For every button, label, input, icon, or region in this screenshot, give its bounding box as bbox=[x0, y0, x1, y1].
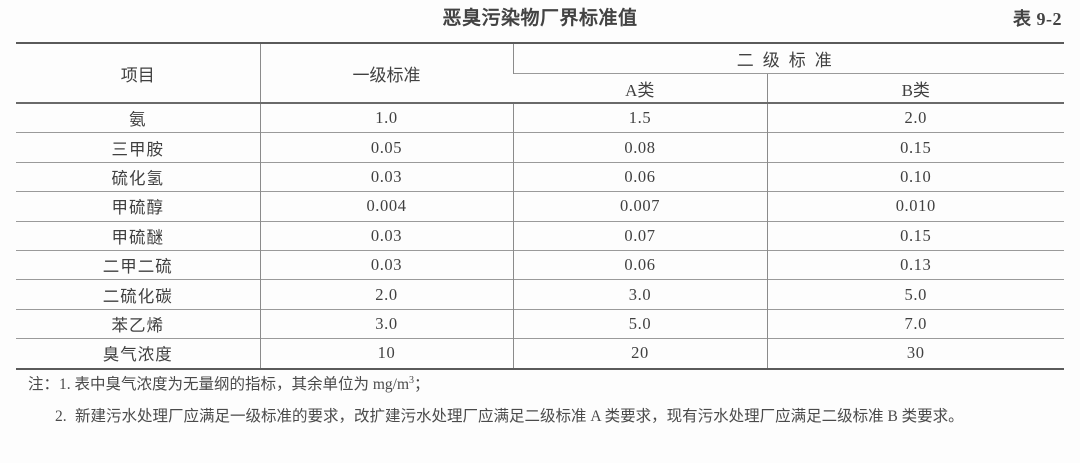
table-header-row-sub: A类 B类 bbox=[16, 73, 1064, 103]
cell-b: 30 bbox=[766, 338, 1064, 370]
cell-b: 2.0 bbox=[766, 102, 1064, 133]
table-row: 三甲胺 0.05 0.08 0.15 bbox=[16, 132, 1064, 163]
table-row: 苯乙烯 3.0 5.0 7.0 bbox=[16, 308, 1064, 339]
cell-item: 苯乙烯 bbox=[16, 308, 260, 339]
cell-level1: 3.0 bbox=[259, 308, 513, 339]
cell-level1: 10 bbox=[259, 338, 513, 370]
table-row: 氨 1.0 1.5 2.0 bbox=[16, 102, 1064, 133]
cell-item: 甲硫醚 bbox=[16, 220, 260, 251]
note-1-suffix: ； bbox=[414, 376, 430, 394]
cell-item: 甲硫醇 bbox=[16, 191, 260, 222]
cell-item: 氨 bbox=[16, 102, 260, 133]
cell-b: 0.10 bbox=[766, 161, 1064, 192]
table-row: 甲硫醇 0.004 0.007 0.010 bbox=[16, 191, 1064, 222]
column-header-item: 项目 bbox=[16, 42, 260, 103]
cell-a: 20 bbox=[512, 338, 767, 370]
cell-a: 0.007 bbox=[512, 191, 767, 222]
cell-level1: 0.03 bbox=[259, 249, 513, 280]
table-number-label: 表 9-2 bbox=[1013, 9, 1062, 29]
note-2-number: 2. bbox=[55, 408, 67, 425]
cell-level1: 0.05 bbox=[259, 132, 513, 163]
cell-b: 0.15 bbox=[766, 220, 1064, 251]
table-row: 二甲二硫 0.03 0.06 0.13 bbox=[16, 249, 1064, 280]
table-body: 氨 1.0 1.5 2.0 三甲胺 0.05 0.08 0.15 硫化氢 0.0… bbox=[16, 102, 1064, 370]
table-row: 硫化氢 0.03 0.06 0.10 bbox=[16, 161, 1064, 192]
cell-level1: 2.0 bbox=[259, 279, 513, 310]
cell-level1: 0.004 bbox=[259, 191, 513, 222]
table-row: 臭气浓度 10 20 30 bbox=[16, 338, 1064, 370]
cell-item: 三甲胺 bbox=[16, 132, 260, 163]
cell-a: 0.08 bbox=[512, 132, 767, 163]
cell-a: 0.06 bbox=[512, 249, 767, 280]
cell-item: 硫化氢 bbox=[16, 161, 260, 192]
note-item-1: 注：1. 表中臭气浓度为无量纲的指标，其余单位为 mg/m3； bbox=[28, 368, 430, 398]
cell-item: 二硫化碳 bbox=[16, 279, 260, 310]
title-row: 恶臭污染物厂界标准值 表 9-2 bbox=[0, 4, 1080, 38]
table-row: 二硫化碳 2.0 3.0 5.0 bbox=[16, 279, 1064, 310]
standards-table: 项目 一级标准 二级标准 A类 B类 氨 1.0 1.5 2.0 三甲胺 bbox=[16, 42, 1064, 370]
page-title: 恶臭污染物厂界标准值 bbox=[442, 8, 638, 29]
cell-b: 0.010 bbox=[766, 191, 1064, 222]
table-row: 甲硫醚 0.03 0.07 0.15 bbox=[16, 220, 1064, 251]
cell-b: 0.13 bbox=[766, 249, 1064, 280]
table-header-row-main: 项目 一级标准 二级标准 bbox=[16, 42, 1064, 103]
cell-a: 0.06 bbox=[512, 161, 767, 192]
column-header-level1: 一级标准 bbox=[259, 42, 513, 103]
cell-a: 3.0 bbox=[512, 279, 767, 310]
column-header-level2-b: B类 bbox=[766, 73, 1064, 103]
table-header: 项目 一级标准 二级标准 A类 B类 bbox=[16, 42, 1064, 103]
cell-item: 二甲二硫 bbox=[16, 249, 260, 280]
cell-b: 5.0 bbox=[766, 279, 1064, 310]
cell-a: 5.0 bbox=[512, 308, 767, 339]
column-header-level2: 二级标准 bbox=[512, 42, 1064, 74]
note-1-text: 注：1. 表中臭气浓度为无量纲的指标，其余单位为 mg/m bbox=[28, 376, 410, 394]
cell-b: 7.0 bbox=[766, 308, 1064, 339]
note-1-superscript: 3 bbox=[409, 375, 415, 386]
cell-a: 0.07 bbox=[512, 220, 767, 251]
note-item-2: 2. 新建污水处理厂应满足一级标准的要求，改扩建污水处理厂应满足二级标准 A 类… bbox=[55, 404, 1065, 430]
cell-level1: 1.0 bbox=[259, 102, 513, 133]
cell-level1: 0.03 bbox=[259, 161, 513, 192]
cell-a: 1.5 bbox=[512, 102, 767, 133]
cell-item: 臭气浓度 bbox=[16, 338, 260, 370]
column-header-level2-a: A类 bbox=[513, 73, 767, 103]
cell-b: 0.15 bbox=[766, 132, 1064, 163]
note-2-text: 新建污水处理厂应满足一级标准的要求，改扩建污水处理厂应满足二级标准 A 类要求，… bbox=[75, 408, 964, 425]
standards-table-wrapper: 项目 一级标准 二级标准 A类 B类 氨 1.0 1.5 2.0 三甲胺 bbox=[16, 42, 1064, 370]
cell-level1: 0.03 bbox=[259, 220, 513, 251]
